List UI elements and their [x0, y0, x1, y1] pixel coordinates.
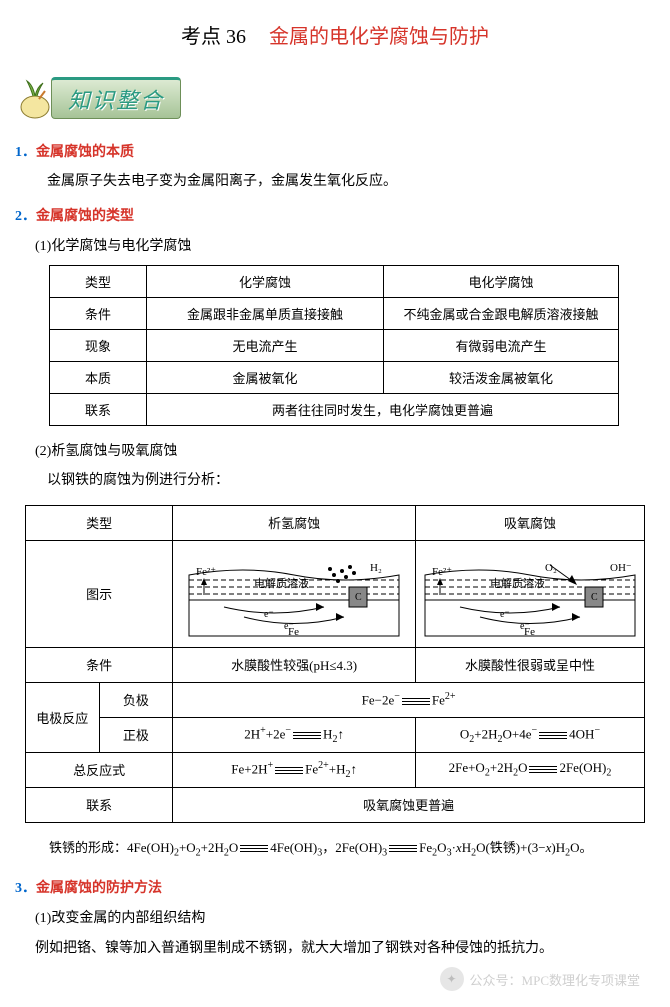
cell: 条件	[50, 298, 147, 330]
svg-text:e⁻: e⁻	[264, 609, 274, 620]
cell: 吸氧腐蚀	[416, 505, 645, 540]
table-row: 类型 析氢腐蚀 吸氧腐蚀	[26, 505, 645, 540]
cell: Fe−2e−Fe2+	[173, 682, 645, 717]
svg-text:电解质溶液: 电解质溶液	[254, 576, 309, 590]
sub-2-2-note: 以钢铁的腐蚀为例进行分析：	[47, 470, 655, 492]
section-title: 金属腐蚀的本质	[36, 145, 134, 160]
table-row: 联系 两者往往同时发生，电化学腐蚀更普遍	[50, 394, 619, 426]
section-3-body: 例如把铬、镍等加入普通钢里制成不锈钢，就大大增加了钢铁对各种侵蚀的抵抗力。	[35, 937, 655, 957]
table-row: 本质 金属被氧化 较活泼金属被氧化	[50, 362, 619, 394]
cell: 图示	[26, 540, 173, 647]
svg-text:Fe: Fe	[524, 626, 535, 638]
table-row: 条件 金属跟非金属单质直接接触 不纯金属或合金跟电解质溶液接触	[50, 298, 619, 330]
table-row: 条件 水膜酸性较强(pH≤4.3) 水膜酸性很弱或呈中性	[26, 647, 645, 682]
svg-text:Fe²⁺: Fe²⁺	[196, 566, 216, 578]
table-row: 电极反应 负极 Fe−2e−Fe2+	[26, 682, 645, 717]
section-title: 金属腐蚀的类型	[36, 209, 134, 224]
cell: 联系	[26, 787, 173, 822]
cell: 本质	[50, 362, 147, 394]
cell: 金属被氧化	[147, 362, 384, 394]
table-corrosion-types: 类型 化学腐蚀 电化学腐蚀 条件 金属跟非金属单质直接接触 不纯金属或合金跟电解…	[49, 265, 619, 426]
cell: 吸氧腐蚀更普遍	[173, 787, 645, 822]
section-2-heading: 2．金属腐蚀的类型	[15, 205, 655, 225]
section-1-heading: 1．金属腐蚀的本质	[15, 141, 655, 161]
svg-text:O₂: O₂	[545, 562, 557, 574]
banner-text: 知识整合	[51, 77, 181, 119]
cell: 总反应式	[26, 752, 173, 787]
section-3-heading: 3．金属腐蚀的防护方法	[15, 877, 655, 897]
cell: 电极反应	[26, 682, 100, 752]
cell: 现象	[50, 330, 147, 362]
cell: 负极	[99, 682, 173, 717]
cell: 两者往往同时发生，电化学腐蚀更普遍	[147, 394, 619, 426]
banner: 知识整合	[15, 77, 181, 119]
title-main: 金属的电化学腐蚀与防护	[269, 26, 489, 48]
sub-2-2: (2)析氢腐蚀与吸氧腐蚀	[35, 440, 655, 460]
section-1-body: 金属原子失去电子变为金属阳离子，金属发生氧化反应。	[47, 171, 655, 193]
title-number: 考点 36	[181, 26, 246, 48]
cell: 不纯金属或合金跟电解质溶液接触	[384, 298, 619, 330]
cell: 2Fe+O2+2H2O2Fe(OH)2	[416, 752, 645, 787]
table-hydrogen-oxygen: 类型 析氢腐蚀 吸氧腐蚀 图示 C H₂ Fe²⁺ 电解质溶液	[25, 505, 645, 823]
page-title: 考点 36 金属的电化学腐蚀与防护	[15, 20, 655, 49]
watermark-text: 公众号：MPC数理化专项课堂	[470, 970, 640, 989]
cell: 条件	[26, 647, 173, 682]
sub-3-1: (1)改变金属的内部组织结构	[35, 907, 655, 927]
cell: 类型	[26, 505, 173, 540]
cell: 有微弱电流产生	[384, 330, 619, 362]
section-number: 1．	[15, 145, 36, 160]
table-row: 图示 C H₂ Fe²⁺ 电解质溶液 e⁻	[26, 540, 645, 647]
svg-text:Fe²⁺: Fe²⁺	[432, 566, 452, 578]
rust-formation: 铁锈的形成：4Fe(OH)2+O2+2H2O4Fe(OH)3，2Fe(OH)3F…	[49, 837, 645, 862]
cell: 2H++2e−H2↑	[173, 717, 416, 752]
cell: 水膜酸性很弱或呈中性	[416, 647, 645, 682]
diagram-oxygen: C Fe²⁺ 电解质溶液 O₂ OH⁻ e⁻ e⁻ Fe	[416, 540, 645, 647]
cell: 类型	[50, 266, 147, 298]
cell: 较活泼金属被氧化	[384, 362, 619, 394]
svg-text:H₂: H₂	[370, 562, 382, 574]
svg-text:电解质溶液: 电解质溶液	[490, 576, 545, 590]
section-number: 3．	[15, 881, 36, 896]
svg-text:C: C	[591, 592, 598, 603]
cell: 水膜酸性较强(pH≤4.3)	[173, 647, 416, 682]
wechat-icon: ✦	[440, 967, 464, 991]
table-row: 正极 2H++2e−H2↑ O2+2H2O+4e−4OH−	[26, 717, 645, 752]
section-title: 金属腐蚀的防护方法	[36, 881, 162, 896]
cell: 金属跟非金属单质直接接触	[147, 298, 384, 330]
svg-text:C: C	[355, 592, 362, 603]
table-row: 总反应式 Fe+2H+Fe2++H2↑ 2Fe+O2+2H2O2Fe(OH)2	[26, 752, 645, 787]
section-number: 2．	[15, 209, 36, 224]
table-row: 类型 化学腐蚀 电化学腐蚀	[50, 266, 619, 298]
svg-text:OH⁻: OH⁻	[610, 562, 632, 574]
table-row: 联系 吸氧腐蚀更普遍	[26, 787, 645, 822]
cell: 无电流产生	[147, 330, 384, 362]
cell: 联系	[50, 394, 147, 426]
cell: 析氢腐蚀	[173, 505, 416, 540]
svg-text:Fe: Fe	[288, 626, 299, 638]
diagram-hydrogen: C H₂ Fe²⁺ 电解质溶液 e⁻ e⁻ Fe	[173, 540, 416, 647]
cell: Fe+2H+Fe2++H2↑	[173, 752, 416, 787]
svg-text:e⁻: e⁻	[500, 609, 510, 620]
watermark: ✦ 公众号：MPC数理化专项课堂	[440, 967, 640, 991]
cell: 电化学腐蚀	[384, 266, 619, 298]
cell: 化学腐蚀	[147, 266, 384, 298]
cell: O2+2H2O+4e−4OH−	[416, 717, 645, 752]
cell: 正极	[99, 717, 173, 752]
table-row: 现象 无电流产生 有微弱电流产生	[50, 330, 619, 362]
sub-2-1: (1)化学腐蚀与电化学腐蚀	[35, 235, 655, 255]
